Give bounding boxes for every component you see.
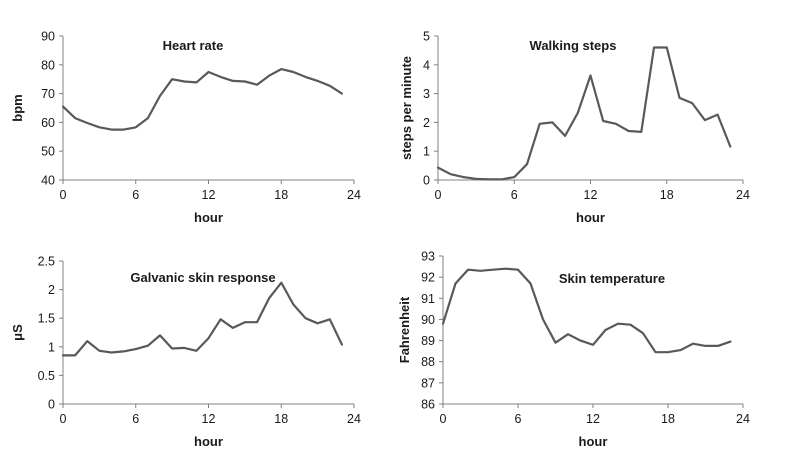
y-tick-label: 1	[48, 340, 55, 354]
y-tick-label: 86	[421, 398, 435, 412]
y-tick-label: 0	[48, 398, 55, 412]
x-tick-label: 0	[60, 188, 67, 202]
series-line	[441, 267, 732, 354]
y-tick-label: 90	[41, 30, 55, 44]
x-tick-label: 24	[736, 188, 750, 202]
x-tick-label: 0	[60, 412, 67, 426]
y-axis-title: bpm	[10, 94, 25, 121]
y-tick-label: 89	[421, 334, 435, 348]
x-tick-label: 12	[202, 412, 216, 426]
x-tick-label: 18	[274, 188, 288, 202]
y-tick-label: 3	[423, 87, 430, 101]
y-tick-label: 92	[421, 271, 435, 285]
y-tick-label: 80	[41, 58, 55, 72]
y-tick-label: 88	[421, 355, 435, 369]
series-line	[436, 46, 732, 181]
heart-rate-panel: 40 50 60 70 80 90 0 6 12 18 24 hour bpm Heart rate	[10, 30, 361, 226]
y-axis-title: steps per minute	[399, 56, 414, 160]
chart-title: Walking steps	[530, 38, 617, 53]
series-line	[61, 67, 343, 131]
x-tick-label: 6	[132, 412, 139, 426]
x-tick-label: 6	[511, 188, 518, 202]
x-tick-label: 18	[661, 412, 675, 426]
x-tick-label: 18	[660, 188, 674, 202]
galvanic-skin-response-panel: 0 0.5 1 1.5 2 2.5 0 6 12 18 24 hour μS Galvanic skin …	[10, 255, 361, 450]
y-axis-title: μS	[10, 324, 25, 341]
x-axis-title: hour	[576, 210, 605, 225]
y-tick-label: 2	[48, 283, 55, 297]
y-tick-label: 40	[41, 174, 55, 188]
skin-temperature-panel: 86 87 88 89 90 91 92 93 0 6 12 18 24 hour Fahrenheit Sk…	[397, 250, 750, 450]
y-tick-label: 70	[41, 87, 55, 101]
y-tick-label: 90	[421, 313, 435, 327]
y-tick-label: 1.5	[38, 312, 55, 326]
x-tick-label: 24	[347, 188, 361, 202]
chart-title: Skin temperature	[559, 271, 665, 286]
series-line	[61, 281, 343, 357]
chart-title: Galvanic skin response	[130, 270, 275, 285]
x-tick-label: 6	[515, 412, 522, 426]
x-tick-label: 12	[202, 188, 216, 202]
chart-title: Heart rate	[163, 38, 224, 53]
y-tick-label: 50	[41, 145, 55, 159]
y-tick-label: 87	[421, 376, 435, 390]
y-tick-label: 60	[41, 116, 55, 130]
y-tick-label: 2	[423, 116, 430, 130]
x-tick-label: 24	[736, 412, 750, 426]
y-tick-label: 91	[421, 292, 435, 306]
y-tick-label: 0.5	[38, 369, 55, 383]
y-tick-label: 5	[423, 30, 430, 44]
y-tick-label: 1	[423, 145, 430, 159]
y-tick-label: 0	[423, 174, 430, 188]
x-axis-title: hour	[194, 210, 223, 225]
x-tick-label: 0	[440, 412, 447, 426]
y-tick-label: 2.5	[38, 255, 55, 269]
x-tick-label: 12	[586, 412, 600, 426]
x-tick-label: 0	[435, 188, 442, 202]
x-tick-label: 6	[132, 188, 139, 202]
x-axis-title: hour	[194, 434, 223, 449]
y-tick-label: 4	[423, 58, 430, 72]
x-tick-label: 12	[584, 188, 598, 202]
y-axis-title: Fahrenheit	[397, 296, 412, 363]
x-tick-label: 24	[347, 412, 361, 426]
x-tick-label: 18	[274, 412, 288, 426]
x-axis-title: hour	[579, 434, 608, 449]
y-tick-label: 93	[421, 250, 435, 264]
